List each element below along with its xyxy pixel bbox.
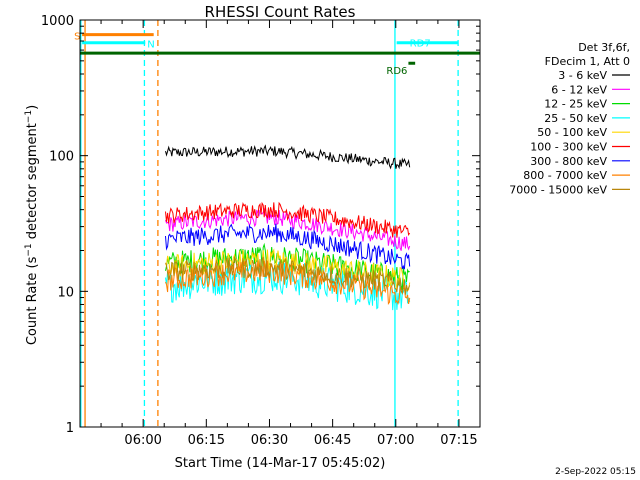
footer-timestamp: 2-Sep-2022 05:15 bbox=[555, 467, 636, 477]
x-tick-label: 06:15 bbox=[188, 433, 225, 448]
status-bar-label: RD7 bbox=[410, 39, 431, 50]
y-tick-label: 10 bbox=[57, 285, 74, 300]
status-bar-label: S bbox=[74, 32, 80, 43]
y-axis-ticks: 1 10 100 1000 bbox=[41, 14, 480, 436]
legend-label: 25 - 50 keV bbox=[544, 112, 607, 125]
series-line bbox=[165, 260, 411, 306]
legend-label: 3 - 6 keV bbox=[558, 69, 607, 82]
legend-label: 100 - 300 keV bbox=[530, 141, 607, 154]
series-line bbox=[165, 201, 411, 238]
legend-label: 800 - 7000 keV bbox=[523, 169, 607, 182]
y-tick-label: 100 bbox=[49, 150, 74, 165]
series-line bbox=[165, 223, 411, 270]
series-line bbox=[165, 144, 411, 170]
y-tick-label: 1000 bbox=[41, 14, 74, 29]
y-axis-label-mid: detector segment bbox=[25, 123, 40, 243]
y-axis-label-main: Count Rate (s bbox=[25, 256, 40, 345]
legend-label: 300 - 800 keV bbox=[530, 155, 607, 168]
plot-area: S N RD7 RD6 bbox=[74, 20, 480, 427]
status-bars: S N RD7 RD6 bbox=[74, 32, 480, 77]
x-axis-label: Start Time (14-Mar-17 05:45:02) bbox=[175, 456, 386, 471]
chart-title: RHESSI Count Rates bbox=[205, 3, 356, 21]
status-bar-label: RD6 bbox=[386, 66, 407, 77]
series-line bbox=[165, 207, 411, 251]
status-bar-label: N bbox=[147, 40, 154, 51]
y-axis-label-end: ) bbox=[25, 105, 40, 110]
x-tick-label: 06:30 bbox=[251, 433, 288, 448]
x-tick-label: 06:45 bbox=[314, 433, 351, 448]
legend-label: 7000 - 15000 keV bbox=[509, 183, 607, 196]
legend-label: 50 - 100 keV bbox=[537, 126, 607, 139]
x-tick-label: 07:15 bbox=[440, 433, 477, 448]
y-axis-label: Count Rate (s−1 detector segment−1) bbox=[24, 105, 40, 345]
legend-label: 6 - 12 keV bbox=[551, 83, 607, 96]
y-axis-label-sup1: −1 bbox=[24, 243, 34, 256]
vertical-marker-lines bbox=[80, 20, 459, 427]
plot-frame bbox=[79, 19, 481, 428]
x-tick-label: 07:00 bbox=[377, 433, 414, 448]
legend-header-line-2: FDecim 1, Att 0 bbox=[545, 55, 630, 68]
x-tick-label: 06:00 bbox=[124, 433, 161, 448]
series-layer bbox=[165, 144, 411, 311]
y-tick-label: 1 bbox=[66, 421, 74, 436]
x-axis-ticks: 06:00 06:15 06:30 06:45 07:00 07:15 bbox=[100, 20, 478, 448]
y-axis-label-sup2: −1 bbox=[24, 110, 34, 123]
series-line bbox=[165, 255, 411, 296]
legend-header-line-1: Det 3f,6f, bbox=[578, 41, 630, 54]
legend-label: 12 - 25 keV bbox=[544, 98, 607, 111]
